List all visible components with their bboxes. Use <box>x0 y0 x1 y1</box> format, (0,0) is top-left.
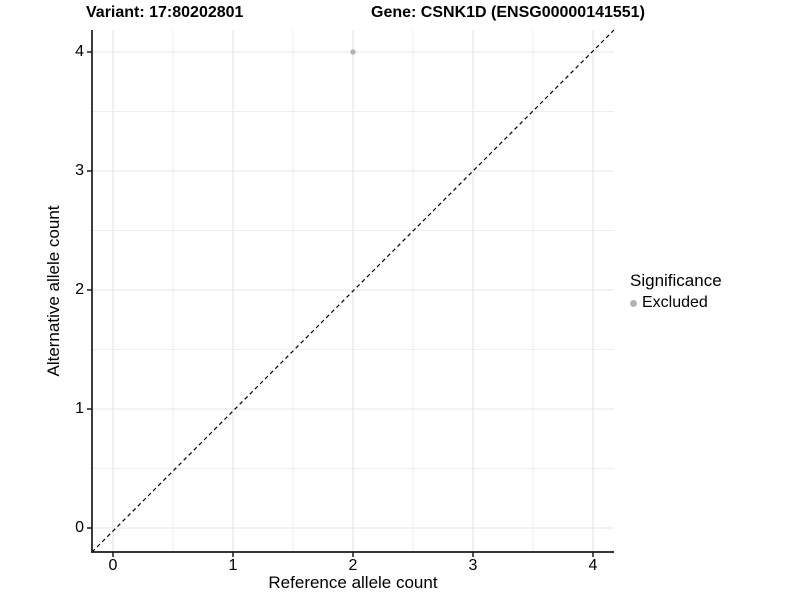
y-tick-label: 0 <box>75 519 84 536</box>
x-tick-label: 4 <box>588 557 598 574</box>
y-tick-label: 3 <box>75 162 84 179</box>
plot-title-gene: Gene: CSNK1D (ENSG00000141551) <box>371 4 645 21</box>
legend-entry-label: Excluded <box>642 294 708 311</box>
legend-entry-excluded: Excluded <box>630 294 722 312</box>
y-tick-label: 2 <box>75 281 84 298</box>
legend-point-swatch-icon <box>630 299 637 307</box>
legend: Significance Excluded <box>630 271 722 312</box>
x-tick-label: 0 <box>108 557 118 574</box>
y-tick-label: 1 <box>75 400 84 417</box>
legend-title: Significance <box>630 271 722 290</box>
plot-title-variant: Variant: 17:80202801 <box>86 4 244 21</box>
y-tick-label: 4 <box>75 43 84 60</box>
x-tick-label: 3 <box>468 557 478 574</box>
x-axis-title: Reference allele count <box>268 573 438 592</box>
x-tick-label: 1 <box>228 557 238 574</box>
y-axis-title: Alternative allele count <box>44 205 63 377</box>
x-tick-label: 2 <box>348 557 358 574</box>
